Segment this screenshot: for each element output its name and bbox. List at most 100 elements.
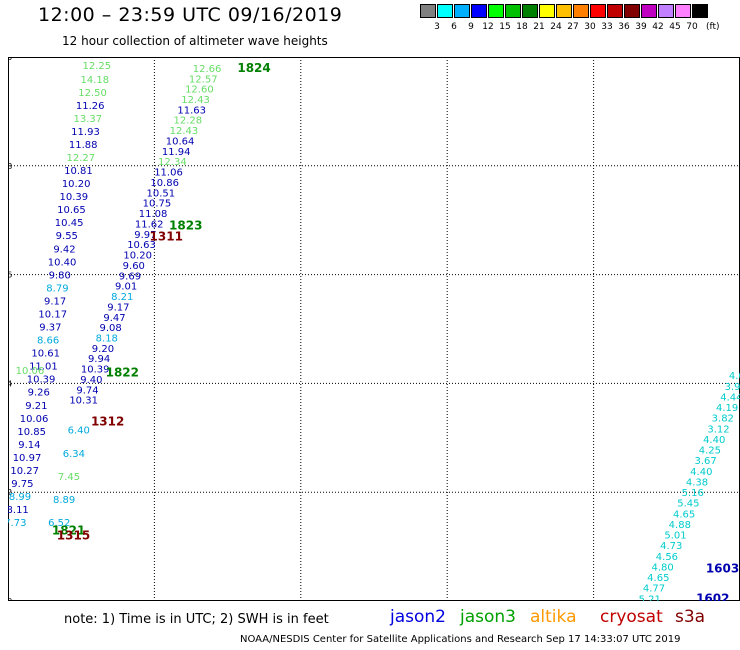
wave-height-value: 4.19 — [716, 403, 738, 414]
wave-height-value: 9.20 — [92, 344, 114, 355]
map-title: 12:00 – 23:59 UTC 09/16/2019 — [38, 4, 343, 26]
time-label: 1315 — [57, 529, 90, 543]
legend-swatch — [505, 4, 521, 18]
legend-swatch — [624, 4, 640, 18]
wave-height-value: 4.56 — [656, 552, 678, 563]
satellite-label-jason2: jason2 — [390, 607, 446, 627]
legend-level-label: 21 — [533, 22, 545, 32]
wave-height-value: 4.73 — [660, 541, 682, 552]
footer-note: note: 1) Time is in UTC; 2) SWH is in fe… — [64, 612, 329, 627]
credit-line: NOAA/NESDIS Center for Satellite Applica… — [240, 634, 681, 645]
wave-height-value: 10.85 — [17, 427, 46, 438]
wave-height-value: 9.69 — [119, 271, 141, 282]
y-tick-label: 28 — [8, 162, 12, 171]
wave-height-value: 5.01 — [664, 531, 686, 542]
wave-height-value: 4.40 — [703, 435, 725, 446]
wave-height-value: 12.43 — [181, 95, 210, 106]
legend-level-label: 6 — [451, 22, 457, 32]
wave-height-value: 11.01 — [29, 362, 58, 373]
legend-swatch — [641, 4, 657, 18]
legend-swatch — [675, 4, 691, 18]
y-tick-label: 20 — [8, 597, 12, 601]
wave-height-value: 6.40 — [68, 426, 90, 437]
wave-height-value: 12.43 — [170, 126, 199, 137]
wave-height-value: 7.73 — [8, 518, 26, 529]
satellite-label-altika: altika — [530, 607, 577, 627]
legend-swatch — [658, 4, 674, 18]
legend-level-label: 3 — [434, 22, 440, 32]
wave-height-value: 4.44 — [720, 392, 740, 403]
wave-height-value: 11.63 — [177, 105, 206, 116]
wave-height-value: 10.31 — [69, 396, 98, 407]
wave-height-value: 10.81 — [64, 166, 93, 177]
wave-height-value: 8.11 — [8, 505, 29, 516]
wave-height-value: 9.42 — [53, 244, 75, 255]
wave-height-value: 10.86 — [150, 178, 179, 189]
legend-swatch — [420, 4, 436, 18]
wave-height-value: 8.66 — [37, 336, 59, 347]
wave-height-value: 12.25 — [82, 61, 111, 72]
wave-height-value: 3.67 — [694, 456, 716, 467]
legend-swatch — [488, 4, 504, 18]
wave-height-value: 9.74 — [76, 385, 98, 396]
legend-swatch — [692, 4, 708, 18]
time-label: 1602 — [696, 591, 729, 601]
wave-height-value: 14.18 — [81, 75, 110, 86]
wave-height-value: 12.28 — [173, 116, 202, 127]
wave-height-value: 9.08 — [100, 323, 122, 334]
wave-height-value: 10.39 — [81, 365, 110, 376]
satellite-label-cryosat: cryosat — [600, 607, 663, 627]
wave-height-value: 6.52 — [48, 518, 70, 529]
wave-height-value: 11.93 — [71, 127, 100, 138]
wave-height-value: 10.61 — [31, 349, 60, 360]
wave-height-value: 7.45 — [58, 472, 80, 483]
wave-height-value: 10.64 — [166, 136, 195, 147]
time-label: 1312 — [91, 414, 124, 428]
wave-height-value: 9.01 — [115, 282, 137, 293]
satellite-label-s3a: s3a — [675, 607, 706, 627]
legend-level-label: 33 — [601, 22, 613, 32]
legend-swatch — [573, 4, 589, 18]
wave-height-value: 10.63 — [127, 240, 156, 251]
wave-height-value: 4.25 — [699, 446, 721, 457]
wave-height-value: 9.17 — [107, 302, 129, 313]
wave-height-value: 3.12 — [707, 424, 729, 435]
wave-height-value: 9.14 — [18, 440, 40, 451]
wave-height-value: 8.18 — [96, 334, 118, 345]
legend-unit: (ft) — [706, 22, 720, 32]
wave-height-value: 9.97 — [134, 230, 156, 241]
time-label: 1311 — [150, 230, 183, 244]
wave-height-value: 5.21 — [639, 594, 661, 601]
wave-height-value: 10.97 — [13, 453, 42, 464]
wave-height-value: 4.40 — [690, 467, 712, 478]
wave-height-value: 10.20 — [62, 179, 91, 190]
legend-swatch — [454, 4, 470, 18]
wave-height-value: 9.17 — [44, 296, 66, 307]
wave-height-value: 10.39 — [27, 375, 56, 386]
wave-height-value: 11.08 — [139, 209, 168, 220]
wave-height-value: 9.94 — [88, 354, 110, 365]
legend-level-label: 39 — [635, 22, 647, 32]
time-label: 1822 — [106, 366, 139, 380]
time-label: 1603 — [706, 561, 739, 575]
wave-height-value: 4.80 — [651, 562, 673, 573]
wave-height-value: 11.88 — [69, 140, 98, 151]
wave-height-value: 10.39 — [59, 192, 88, 203]
wave-height-value: 9.55 — [56, 231, 78, 242]
wave-height-value: 10.75 — [143, 199, 172, 210]
legend-level-label: 27 — [567, 22, 579, 32]
legend-level-label: 12 — [482, 22, 494, 32]
wave-height-value: 10.51 — [146, 188, 175, 199]
legend-swatch — [556, 4, 572, 18]
y-tick-label: 26 — [8, 271, 12, 280]
legend-swatch — [590, 4, 606, 18]
wave-height-value: 3.91 — [725, 382, 740, 393]
wave-height-value: 8.21 — [111, 292, 133, 303]
map-subtitle: 12 hour collection of altimeter wave hei… — [62, 34, 328, 48]
legend-level-label: 70 — [686, 22, 698, 32]
wave-height-value: 12.27 — [67, 153, 96, 164]
legend-level-label: 36 — [618, 22, 630, 32]
legend-swatch — [539, 4, 555, 18]
wave-height-value: 9.47 — [103, 313, 125, 324]
wave-height-value: 8.89 — [53, 495, 75, 506]
